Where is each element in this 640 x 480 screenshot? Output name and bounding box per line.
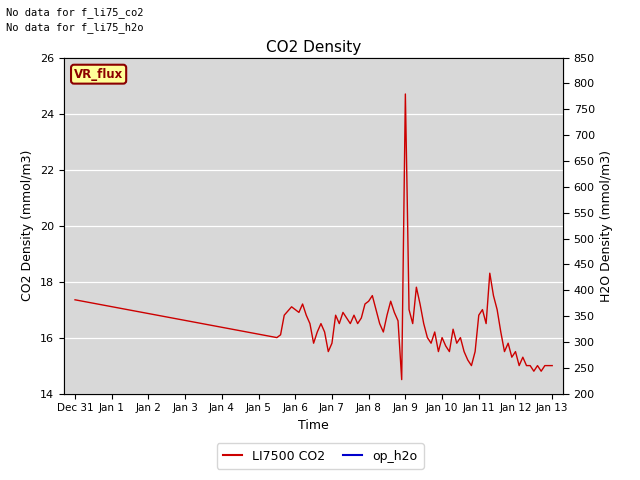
Title: CO2 Density: CO2 Density — [266, 40, 361, 55]
X-axis label: Time: Time — [298, 419, 329, 432]
Text: No data for f_li75_co2: No data for f_li75_co2 — [6, 7, 144, 18]
Y-axis label: H2O Density (mmol/m3): H2O Density (mmol/m3) — [600, 150, 613, 301]
Legend: LI7500 CO2, op_h2o: LI7500 CO2, op_h2o — [216, 444, 424, 469]
Text: No data for f_li75_h2o: No data for f_li75_h2o — [6, 22, 144, 33]
Y-axis label: CO2 Density (mmol/m3): CO2 Density (mmol/m3) — [22, 150, 35, 301]
Text: VR_flux: VR_flux — [74, 68, 124, 81]
